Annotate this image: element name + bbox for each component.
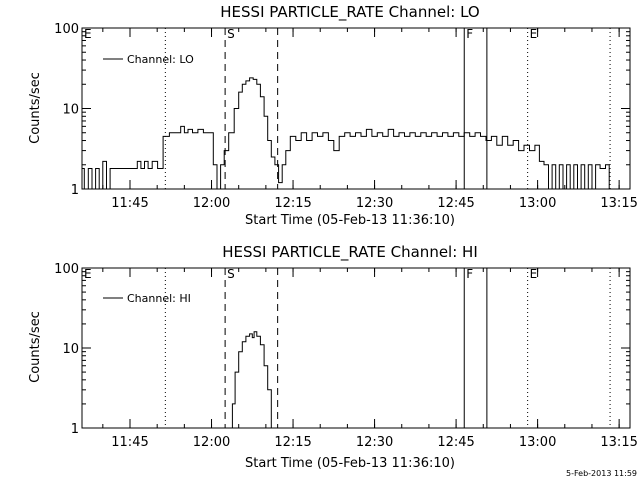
lo-chart-title: HESSI PARTICLE_RATE Channel: LO — [220, 3, 479, 22]
hi-legend-label: Channel: HI — [127, 292, 191, 305]
lo-x-tick-label: 13:00 — [519, 196, 556, 211]
hi-x-tick-label: 12:30 — [356, 435, 393, 450]
lo-event-marker-label: S — [227, 27, 235, 41]
hi-channel-panel: HESSI PARTICLE_RATE Channel: HI Start Ti… — [28, 243, 638, 471]
lo-x-tick-label: 13:15 — [600, 196, 637, 211]
hi-x-tick-label: 12:15 — [274, 435, 311, 450]
lo-legend: Channel: LO — [103, 53, 194, 66]
lo-rate-series-line — [82, 77, 611, 190]
lo-x-tick-label: 11:45 — [111, 196, 148, 211]
lo-event-marker-label: E — [530, 27, 538, 41]
lo-y-tick-label: 10 — [62, 103, 79, 118]
hi-event-marker-label: E — [84, 267, 92, 281]
lo-y-axis-title: Counts/sec — [28, 72, 43, 144]
hi-x-axis-title: Start Time (05-Feb-13 11:36:10) — [245, 456, 455, 471]
hi-event-marker-label: F — [466, 267, 473, 281]
hi-legend: Channel: HI — [103, 292, 191, 305]
hi-y-tick-label: 100 — [54, 262, 79, 277]
lo-y-tick-label: 100 — [54, 22, 79, 37]
lo-x-tick-label: 12:00 — [193, 196, 230, 211]
hi-y-tick-label: 1 — [71, 422, 79, 437]
lo-legend-label: Channel: LO — [127, 53, 194, 66]
hi-event-marker-label: S — [227, 267, 235, 281]
hi-event-marker-label: E — [530, 267, 538, 281]
lo-channel-panel: HESSI PARTICLE_RATE Channel: LO Start Ti… — [28, 3, 638, 228]
lo-x-tick-label: 12:30 — [356, 196, 393, 211]
hi-x-tick-label: 12:45 — [437, 435, 474, 450]
lo-event-marker-label: E — [84, 27, 92, 41]
hi-x-tick-label: 12:00 — [193, 435, 230, 450]
hi-y-tick-label: 10 — [62, 342, 79, 357]
hi-x-tick-label: 11:45 — [111, 435, 148, 450]
lo-x-axis-title: Start Time (05-Feb-13 11:36:10) — [245, 213, 455, 228]
hi-rate-series-line — [231, 331, 274, 429]
hi-y-axis-title: Counts/sec — [28, 311, 43, 383]
generation-timestamp: 5-Feb-2013 11:59 — [566, 469, 637, 478]
hi-x-tick-label: 13:00 — [519, 435, 556, 450]
lo-x-tick-label: 12:45 — [437, 196, 474, 211]
lo-x-tick-label: 12:15 — [274, 196, 311, 211]
lo-y-tick-label: 1 — [71, 183, 79, 198]
lo-event-marker-label: F — [466, 27, 473, 41]
hi-chart-title: HESSI PARTICLE_RATE Channel: HI — [222, 243, 478, 262]
hi-x-tick-label: 13:15 — [600, 435, 637, 450]
